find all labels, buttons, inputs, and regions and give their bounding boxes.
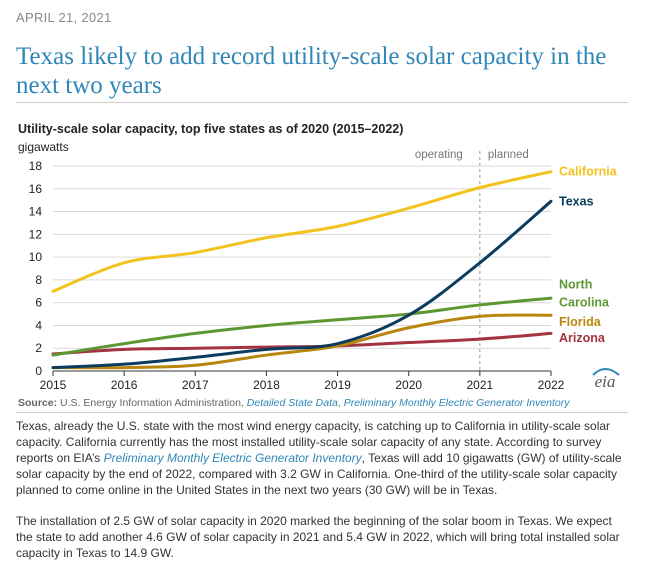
y-axis-unit-label: gigawatts [18,140,69,154]
y-tick-label: 2 [35,341,42,355]
y-tick-label: 16 [29,182,43,196]
source-text: U.S. Energy Information Administration, [60,397,244,409]
operating-label: operating [415,149,463,161]
article-date: APRIL 21, 2021 [16,10,112,25]
body-paragraph-1: Texas, already the U.S. state with the m… [16,418,631,498]
series-layer [51,170,553,370]
body-paragraph-2: The installation of 2.5 GW of solar capa… [16,514,620,560]
series-label-north-carolina: North [559,277,592,291]
x-tick-label: 2020 [395,378,422,392]
source-separator: , [337,397,341,409]
y-tick-label: 6 [35,296,42,310]
series-line-california [51,170,553,293]
x-tick-label: 2021 [467,378,494,392]
source-link-detailed-state-data[interactable]: Detailed State Data [246,397,338,409]
series-line-texas [51,199,553,370]
title-divider [16,102,628,103]
x-tick-label: 2016 [111,378,138,392]
y-tick-label: 8 [35,273,42,287]
eia-logo-arc [592,368,620,376]
axis-layer: 0 2 4 6 8 10 12 14 16 18 2015 2016 2017 2018 2019 2020 2… [29,159,565,392]
para1-text-b: , Texas will add 10 gigawatts (GW) of ut… [16,451,622,497]
line-chart: operating planned 0 2 4 6 8 10 12 14 16 18 2015 2016… [29,149,620,392]
y-tick-label: 0 [35,364,42,378]
source-divider [16,412,628,413]
source-line: Source: U.S. Energy Information Administ… [18,397,570,409]
para1-link-generator-inventory[interactable]: Preliminary Monthly Electric Generator I… [103,451,362,465]
eia-logo: eia [592,368,620,391]
x-tick-label: 2019 [324,378,351,392]
source-link-generator-inventory[interactable]: Preliminary Monthly Electric Generator I… [343,397,570,409]
series-label-arizona: Arizona [559,331,606,345]
series-line-florida [51,313,553,370]
series-label-florida: Florida [559,315,602,329]
y-tick-label: 4 [35,318,42,332]
grid-layer [53,165,551,349]
para1-text-a: Texas, already the U.S. state with the m… [16,419,611,465]
x-tick-label: 2022 [538,378,565,392]
x-tick-label: 2018 [253,378,280,392]
planned-label: planned [488,149,529,161]
y-tick-label: 12 [29,227,43,241]
y-tick-label: 10 [29,250,43,264]
chart-title: Utility-scale solar capacity, top five s… [18,122,404,136]
x-tick-label: 2015 [40,378,67,392]
eia-logo-text: eia [595,372,616,391]
source-label: Source: [18,397,58,409]
series-label-texas: Texas [559,194,594,208]
series-label-north-carolina: Carolina [559,296,610,310]
x-tick-label: 2017 [182,378,209,392]
article-title: Texas likely to add record utility-scale… [16,43,607,99]
y-tick-label: 14 [29,205,43,219]
y-tick-label: 18 [29,159,43,173]
series-line-north-carolina [51,296,553,357]
series-label-california: California [559,165,618,179]
series-label-layer: California Texas North Carolina Florida Arizo… [559,165,618,345]
